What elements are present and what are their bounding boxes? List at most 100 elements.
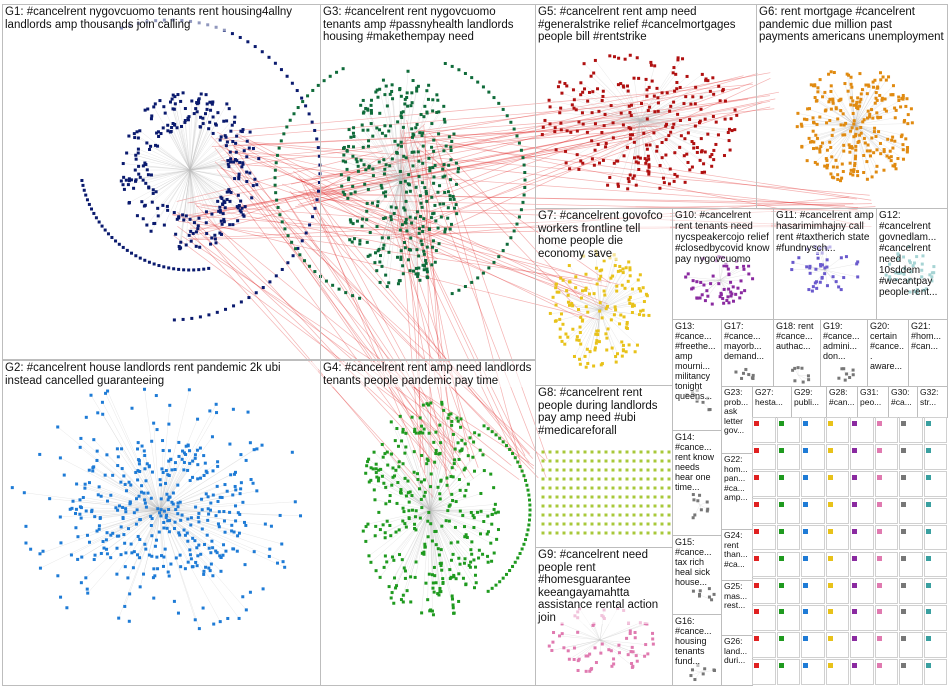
node (48, 497, 52, 501)
edge (854, 80, 876, 126)
node (402, 154, 406, 158)
node (622, 315, 626, 319)
node (410, 127, 414, 131)
tiny-group-cell (801, 578, 825, 605)
node (528, 508, 532, 512)
node (719, 293, 723, 297)
edge (87, 509, 161, 594)
node (673, 151, 677, 155)
node (397, 465, 401, 469)
node (631, 650, 635, 654)
group-label-g1: G1: #cancelrent nygovcuomo tenants rent … (5, 6, 318, 31)
tiny-group-node (925, 555, 931, 561)
node (249, 477, 253, 481)
node (371, 174, 375, 178)
node (850, 85, 854, 89)
node (633, 156, 637, 160)
node (877, 130, 881, 134)
edge (39, 509, 161, 555)
node (886, 137, 890, 141)
node (656, 96, 660, 100)
node (431, 613, 435, 617)
edge (814, 122, 856, 126)
node (354, 157, 358, 161)
node (136, 478, 140, 482)
edge (429, 509, 451, 579)
node (235, 134, 239, 138)
node (516, 460, 520, 464)
node (541, 504, 545, 508)
node (401, 506, 405, 510)
node (615, 289, 619, 293)
edge (694, 504, 701, 516)
node (449, 222, 453, 226)
edge (382, 476, 431, 511)
tiny-group-cell (825, 605, 849, 632)
node (854, 144, 858, 148)
node (457, 556, 461, 560)
node (205, 107, 209, 111)
node (604, 468, 608, 472)
node (831, 97, 835, 101)
edge (384, 94, 401, 181)
node (716, 133, 720, 137)
node (706, 132, 710, 136)
node (176, 611, 180, 615)
node (156, 206, 160, 210)
edge (134, 509, 161, 513)
node (553, 130, 557, 134)
node (350, 240, 354, 244)
edge (190, 98, 776, 219)
node (548, 513, 552, 517)
node (490, 559, 494, 563)
node (492, 551, 496, 555)
edge (719, 265, 725, 281)
edge (854, 124, 908, 151)
node (417, 231, 421, 235)
node (548, 504, 552, 508)
node (463, 535, 467, 539)
node (887, 156, 891, 160)
tiny-group-cell (801, 632, 825, 659)
node (346, 196, 350, 200)
node (360, 224, 364, 228)
node (646, 486, 650, 490)
node (390, 483, 394, 487)
node (225, 140, 229, 144)
node (399, 94, 403, 98)
node (646, 109, 650, 113)
node (665, 122, 669, 126)
node (497, 101, 501, 105)
node (706, 79, 710, 83)
edge (159, 450, 183, 511)
node (242, 520, 246, 524)
node (10, 486, 14, 490)
edge (598, 111, 641, 121)
node (490, 522, 494, 526)
node (148, 147, 152, 151)
edge (345, 161, 401, 181)
edge (189, 169, 197, 247)
node (161, 448, 165, 452)
tiny-group-cell (850, 659, 874, 685)
edge (427, 126, 666, 213)
node (233, 470, 237, 474)
edge (639, 119, 645, 134)
edge (429, 490, 461, 511)
node (419, 497, 423, 501)
edge (386, 86, 401, 181)
node (141, 217, 145, 221)
node (543, 118, 547, 122)
edge (388, 179, 401, 283)
node (239, 481, 243, 485)
node (237, 177, 241, 181)
node (829, 84, 833, 88)
node (393, 139, 397, 143)
node (858, 72, 862, 76)
node (548, 450, 552, 454)
node (628, 53, 632, 57)
edge (824, 269, 839, 288)
node (399, 144, 403, 148)
edge (189, 169, 226, 203)
node (181, 213, 185, 217)
